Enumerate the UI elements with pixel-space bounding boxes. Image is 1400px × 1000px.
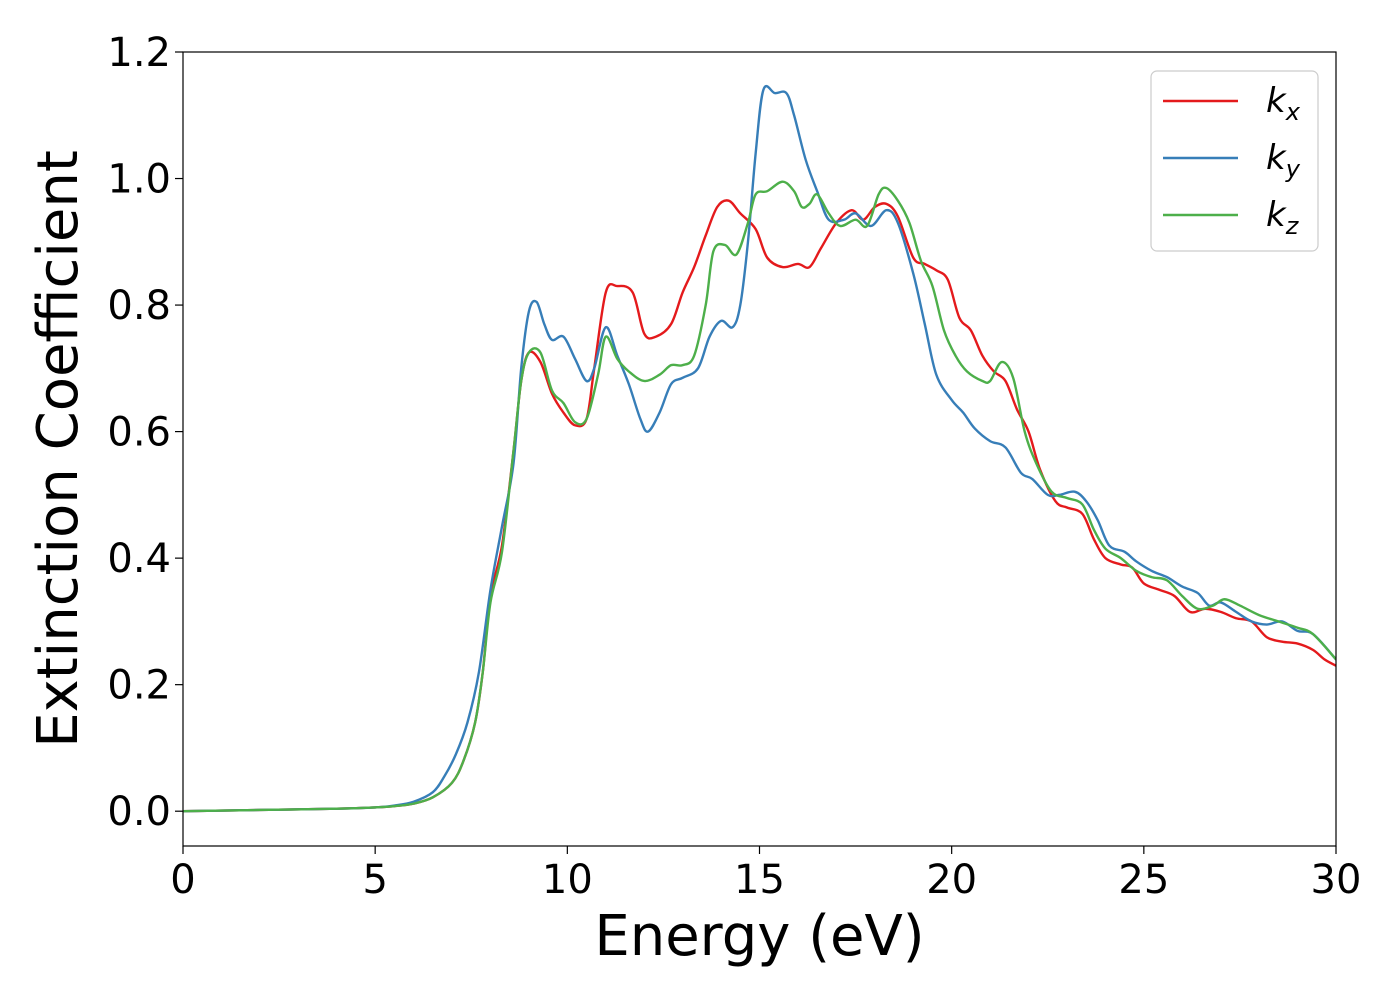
x-tick-label: 20 — [926, 857, 977, 903]
x-tick-label: 30 — [1311, 857, 1362, 903]
y-axis-title: Extinction Coefficient — [26, 150, 91, 748]
series-line-kx — [183, 199, 1336, 813]
x-tick-label: 5 — [362, 857, 387, 903]
x-tick-label: 25 — [1118, 857, 1169, 903]
series-layer — [183, 84, 1336, 813]
legend-box — [1150, 70, 1319, 252]
y-tick-label: 0.4 — [107, 536, 171, 582]
x-tick-label: 15 — [734, 857, 785, 903]
series-line-ky — [183, 84, 1336, 813]
x-axis: 0 5 10 15 20 25 30 — [170, 846, 1361, 903]
legend-label-kz: kz — [1266, 195, 1300, 240]
x-axis-title: Energy (eV) — [594, 904, 924, 969]
series-line-kz — [183, 180, 1336, 813]
x-tick-label: 10 — [542, 857, 593, 903]
y-axis: 0.0 0.2 0.4 0.6 0.8 1.0 1.2 — [107, 30, 183, 835]
y-tick-label: 0.2 — [107, 663, 171, 709]
y-tick-label: 0.0 — [107, 789, 171, 835]
y-tick-label: 1.2 — [107, 30, 171, 76]
y-tick-label: 1.0 — [107, 157, 171, 203]
y-tick-label: 0.8 — [107, 283, 171, 329]
y-tick-label: 0.6 — [107, 410, 171, 456]
x-tick-label: 0 — [170, 857, 195, 903]
